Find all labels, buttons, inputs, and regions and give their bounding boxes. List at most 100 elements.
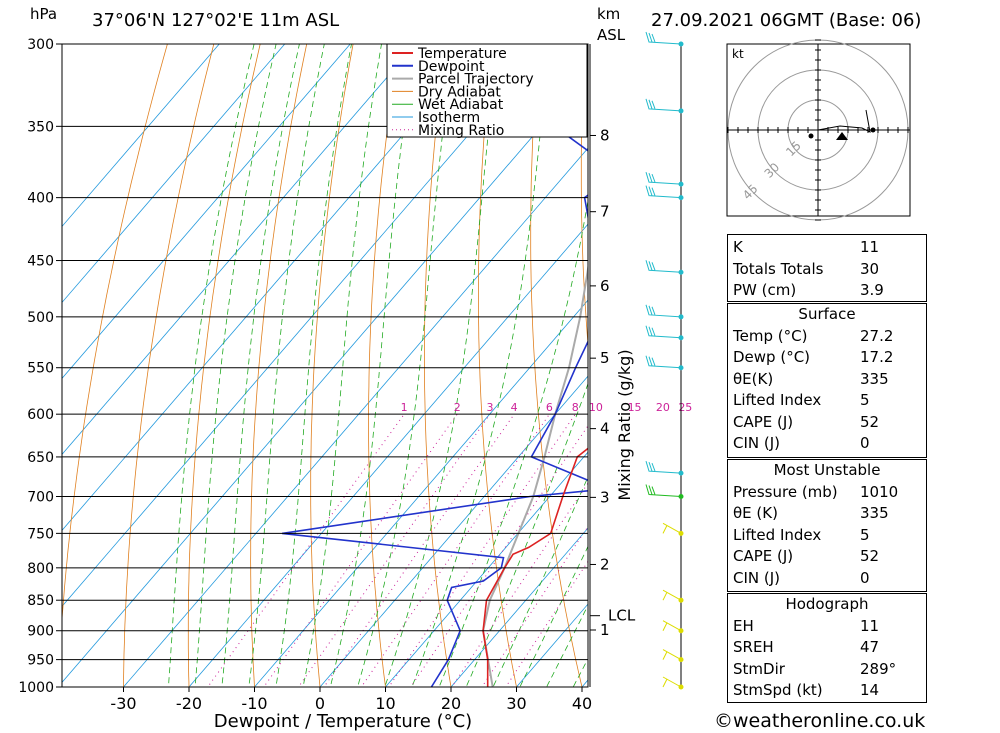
index-label: SREH [733,638,774,656]
storm-motion-marker [836,132,848,140]
index-label: K [733,238,743,256]
pressure-tick-label: 350 [27,119,54,135]
legend-entry: Temperature [417,46,507,62]
wind-barb [662,649,682,661]
wind-barb [662,676,682,688]
legend-entry: Parcel Trajectory [418,72,534,88]
temp-tick-label: 40 [572,694,592,713]
mixing-ratio-label: 15 [628,401,642,414]
most-unstable-table: Most Unstable Pressure (mb) 1010 θE (K) 335… [727,459,927,592]
dry-adiabat-line [989,0,1000,713]
isotherm-line [62,44,286,304]
index-row: Pressure (mb) 1010 [728,482,926,504]
location-title: 37°06'N 127°02'E 11m ASL [92,10,340,31]
isotherm-line [62,44,351,380]
wind-barb [645,185,682,199]
legend-entry: Dewpoint [418,59,485,75]
temp-tick-label: -20 [176,694,202,713]
index-label: CIN (J) [733,568,781,587]
dry-adiabat-line [310,44,354,687]
index-label: PW (cm) [733,281,797,299]
index-row: CAPE (J) 52 [728,412,926,434]
x-axis-title: Dewpoint / Temperature (°C) [214,711,472,732]
mixing-ratio-line [410,424,588,687]
isotherm-line [62,71,588,683]
wind-barb [645,325,682,339]
wet-adiabat-line [519,545,588,687]
wet-adiabat-line [194,44,277,687]
index-row: StmDir 289° [728,659,926,681]
isotherm-line [122,147,588,687]
index-value: 30 [860,259,880,278]
index-row: SREH 47 [728,637,926,659]
index-label: Temp (°C) [733,326,808,345]
dry-adiabat-line [945,0,1000,713]
index-label: EH [733,616,754,635]
index-row: PW (cm) 3.9 [728,280,926,302]
index-value: 0 [860,568,870,587]
temp-tick-label: 0 [315,694,325,713]
dry-adiabat-line [187,44,261,687]
isotherm-line [188,223,588,687]
pressure-tick-label: 950 [27,653,54,669]
datetime-title: 27.09.2021 06GMT (Base: 06) [651,10,922,31]
index-row: Lifted Index 5 [728,525,926,547]
mixing-ratio-label: 2 [454,401,461,414]
hodograph-table: Hodograph EH 11 SREH 47 StmDir 289° StmSpd (kt… [727,593,927,703]
index-row: θE (K) 335 [728,503,926,525]
index-label: θE(K) [733,369,774,388]
hodograph-ring-label: 30 [762,160,783,181]
pressure-tick-label: 500 [27,310,54,326]
mixing-ratio-line [207,413,405,687]
index-label: CAPE (J) [733,412,794,431]
km-tick-label: 5 [600,349,610,367]
index-label: Dewp (°C) [733,348,811,366]
wind-barb [662,589,682,601]
dry-adiabat-line [123,44,215,687]
most-unstable-title: Most Unstable [773,461,881,479]
pressure-tick-label: 700 [27,490,54,506]
pressure-tick-label: 600 [27,407,54,423]
index-row: K 11 [728,237,926,259]
mixing-ratio-label: 8 [572,401,579,414]
mixing-ratio-line [263,413,458,687]
wet-adiabat-line [275,44,352,687]
isotherm-line [62,44,220,228]
wind-barb [645,31,682,45]
wind-barb [645,355,682,369]
surface-title: Surface [798,305,856,323]
hodograph-unit: kt [732,47,744,61]
wet-adiabat-line [546,604,588,687]
legend-entry: Mixing Ratio [418,123,504,139]
km-tick-label: 7 [600,203,610,221]
hodograph-ring-label: 45 [740,182,761,203]
index-value: 52 [860,412,880,431]
mixing-ratio-line [388,413,576,687]
mixing-ratio-label: 6 [546,401,553,414]
wet-adiabat-line [302,44,382,687]
index-value: 11 [860,238,880,256]
mixing-ratio-label: 20 [656,401,670,414]
km-tick-label: 4 [600,420,610,438]
mixing-ratio-label: 1 [401,401,408,414]
mixing-ratio-label: 4 [511,401,518,414]
legend-entry: Wet Adiabat [418,97,504,113]
wind-barb [662,522,682,534]
km-tick-label: 8 [600,126,610,144]
credit-link[interactable]: ©weatheronline.co.uk [714,710,926,732]
hodograph-start-dot [808,133,814,139]
asl-unit-label: ASL [597,26,626,44]
index-value: 5 [860,391,870,409]
pressure-tick-label: 850 [27,593,54,609]
legend-entry: Isotherm [418,110,480,126]
isotherm-line [253,299,588,687]
isotherm-line [450,527,588,687]
wind-barb [645,98,682,112]
index-label: CIN (J) [733,434,781,452]
temp-tick-label: 20 [441,694,461,713]
index-label: Lifted Index [733,391,822,409]
index-label: Lifted Index [733,525,822,544]
wind-barb [645,304,682,318]
index-label: StmDir [733,659,785,678]
